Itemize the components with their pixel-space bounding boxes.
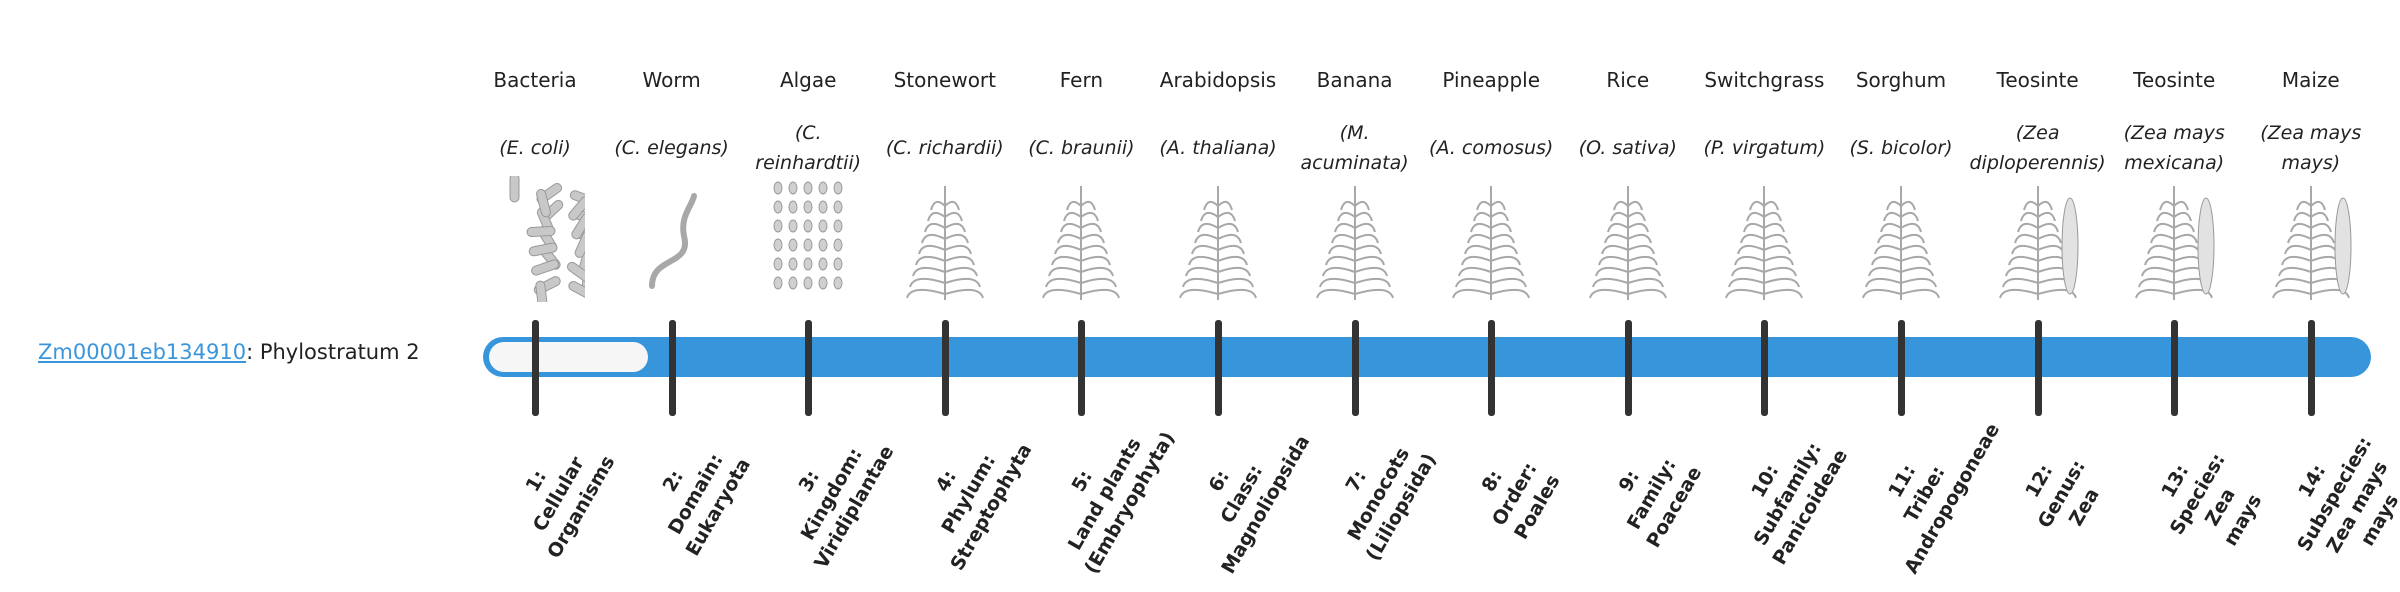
organism-scientific-name: (C. elegans) [614, 137, 729, 159]
organism-name: Fern [1059, 68, 1104, 92]
organism-scientific-name: (S. bicolor) [1849, 137, 1953, 159]
fern-icon [1031, 176, 1131, 302]
organism-name: Banana [1316, 68, 1393, 92]
stratum-tick [2307, 320, 2315, 416]
organism-scientific-name: (C. richardii) [885, 137, 1004, 159]
taxonomic-rank-label: 13: Species: Zea mays [2157, 449, 2267, 550]
organism-scientific-name: (O. sativa) [1578, 137, 1677, 159]
stratum-tick [1898, 320, 1905, 416]
sorghum-icon [1851, 176, 1951, 302]
worm-icon [622, 176, 722, 302]
taxonomic-rank-label: 3: Kingdom: Viridiplantae [794, 441, 899, 573]
taxonomic-rank-label: 10: Subfamily: Panicoideae [1747, 438, 1853, 569]
algae-icon [758, 176, 858, 302]
taxonomic-rank-label: 7: Monocots (Liliopsida) [1341, 443, 1441, 565]
phylostratum-fill [489, 342, 648, 372]
organism-name: Bacteria [493, 68, 577, 92]
taxonomic-rank-label: 12: Genus: Zea [2020, 456, 2104, 532]
organism-scientific-name: (M. acuminata) [1300, 122, 1409, 174]
stratum-tick [941, 320, 949, 416]
organism-scientific-name: (A. comosus) [1429, 137, 1554, 159]
gene-label: Zm00001eb134910: Phylostratum 2 [38, 340, 420, 364]
rice-icon [1578, 176, 1678, 302]
taxonomic-rank-label: 1: Cellular Organisms [521, 452, 620, 563]
stonewort-icon [895, 176, 995, 302]
taxonomic-rank-label: 2: Domain: Eukaryota [658, 450, 755, 560]
stratum-tick [1624, 320, 1632, 416]
taxonomic-rank-label: 11: Tribe: Andropogoneae [1884, 419, 2005, 578]
stratum-tick [2171, 320, 2179, 416]
organism-name: Worm [642, 68, 701, 92]
taxonomic-rank-label: 14: Subspecies: Zea mays mays [2292, 433, 2400, 557]
organism-name: Switchgrass [1704, 68, 1825, 92]
organism-name: Sorghum [1855, 68, 1947, 92]
maize-icon [2261, 176, 2361, 302]
organism-scientific-name: (A. thaliana) [1159, 137, 1277, 159]
organism-scientific-name: (E. coli) [499, 137, 571, 159]
organism-scientific-name: (Zea diploperennis) [1969, 122, 2106, 174]
taxonomic-rank-label: 5: Land plants (Embryophyta) [1064, 428, 1180, 578]
stratum-tick [532, 320, 539, 416]
stratum-tick [1078, 320, 1086, 416]
organism-name: Maize [2281, 68, 2340, 92]
organism-scientific-name: (Zea mays mexicana) [2123, 122, 2225, 174]
taxonomic-rank-label: 4: Phylum: Streptophyta [931, 440, 1037, 575]
organism-name: Stonewort [893, 68, 996, 92]
organism-scientific-name: (Zea mays mays) [2260, 122, 2362, 174]
stratum-tick [1215, 320, 1222, 416]
taxonomic-rank-label: 9: Family: Poaceae [1614, 455, 1707, 552]
stratum-tick [1351, 320, 1359, 416]
taxonomic-rank-label: 6: Class: Magnoliopsida [1204, 431, 1315, 578]
organism-name: Teosinte [1996, 68, 2079, 92]
teosinte-icon [1988, 176, 2088, 302]
stratum-tick [2034, 320, 2042, 416]
bacteria-icon [485, 173, 603, 310]
stratum-tick [668, 320, 676, 416]
teosinte-mexicana-icon [2124, 176, 2224, 302]
stratum-tick [1761, 320, 1769, 416]
pineapple-icon [1441, 176, 1541, 302]
arabidopsis-icon [1168, 176, 1268, 302]
organism-name: Arabidopsis [1159, 68, 1277, 92]
phylostratum-text: : Phylostratum 2 [246, 340, 420, 364]
banana-icon [1305, 176, 1405, 302]
taxonomic-rank-label: 8: Order: Poales [1477, 458, 1565, 544]
organism-scientific-name: (P. virgatum) [1703, 137, 1826, 159]
organism-name: Rice [1606, 68, 1650, 92]
organism-name: Pineapple [1442, 68, 1541, 92]
organism-scientific-name: (C. reinhardtii) [755, 122, 862, 174]
gene-id-link[interactable]: Zm00001eb134910 [38, 340, 247, 364]
organism-name: Algae [779, 68, 837, 92]
stratum-tick [805, 320, 813, 416]
organism-name: Teosinte [2133, 68, 2216, 92]
organism-scientific-name: (C. braunii) [1028, 137, 1135, 159]
phylostratum-bar [483, 337, 2371, 377]
stratum-tick [1488, 320, 1496, 416]
switchgrass-icon [1714, 176, 1814, 302]
